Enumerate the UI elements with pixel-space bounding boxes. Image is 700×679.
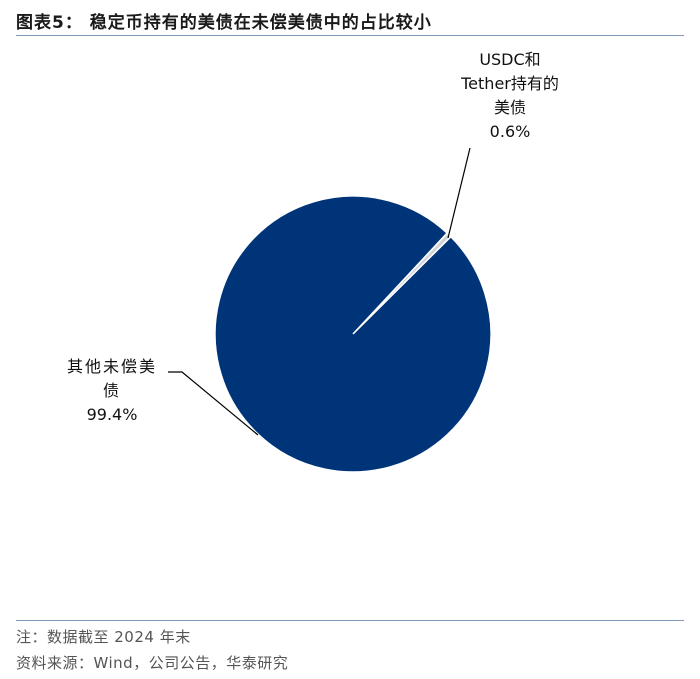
slice-label: USDC和Tether持有的美债 0.6% <box>460 48 560 144</box>
value-label: 99.4% <box>86 405 138 424</box>
title-rule <box>16 35 684 36</box>
footer-rule <box>16 620 684 621</box>
value-label: 0.6% <box>489 122 531 141</box>
category-label: 其他未偿美债 <box>66 357 157 400</box>
category-label: USDC和Tether持有的美债 <box>461 50 559 117</box>
slice-label: 其他未偿美债 99.4% <box>60 355 164 427</box>
leader-line <box>447 147 471 239</box>
source: 资料来源：Wind，公司公告，华泰研究 <box>16 654 289 672</box>
chart-title: 图表5： 稳定币持有的美债在未偿美债中的占比较小 <box>16 13 432 33</box>
pie-slice <box>214 195 492 473</box>
note: 注：数据截至 2024 年末 <box>16 628 191 646</box>
leader-line <box>168 371 259 436</box>
